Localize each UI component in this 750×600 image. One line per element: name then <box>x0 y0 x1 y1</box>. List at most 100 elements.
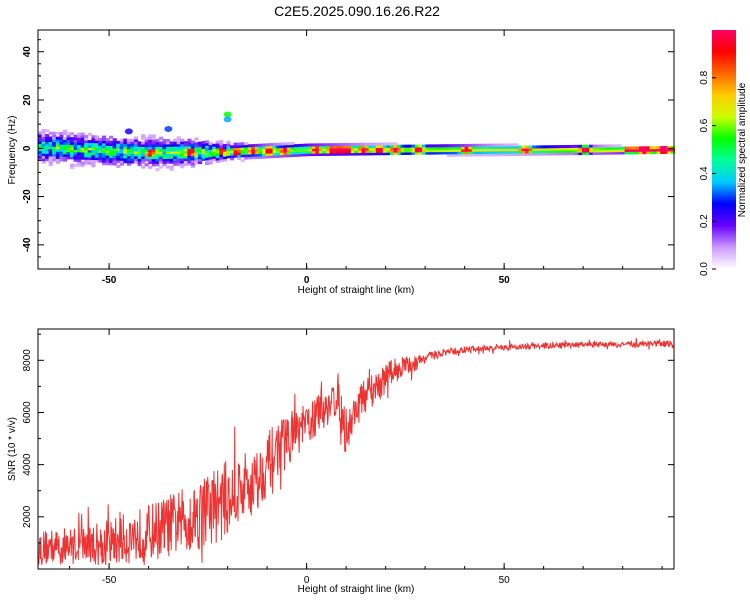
spectrogram-cell <box>453 153 459 157</box>
spectrogram-cell <box>45 153 50 157</box>
spectrogram-cell <box>80 151 85 155</box>
spectrogram-cell <box>567 144 572 148</box>
spectrogram-cell <box>663 146 668 150</box>
spectrogram-cell <box>84 151 89 155</box>
spectrogram-cell <box>315 153 320 157</box>
spectrogram-cell <box>173 138 178 142</box>
spectrogram-cell <box>205 162 210 166</box>
spectrogram-cell <box>73 149 78 153</box>
spectrogram-cell <box>94 145 100 149</box>
spectrogram-cell <box>126 160 132 164</box>
spectrogram-cell <box>55 160 60 164</box>
spectrogram-cell <box>471 151 476 155</box>
spectrogram-cell <box>261 155 267 159</box>
spectrogram-cell <box>229 152 235 156</box>
spectrogram-cell <box>148 139 153 143</box>
spectrogram-cell <box>365 145 370 149</box>
spectrogram-cell <box>105 140 110 144</box>
spectrogram-cell <box>269 147 274 151</box>
spectrogram-cell <box>574 147 580 151</box>
spectrogram-cell <box>333 150 338 154</box>
spectrogram-cell <box>201 141 206 145</box>
spectrogram-cell <box>485 146 491 150</box>
spectrogram-cell <box>187 138 192 142</box>
spectrogram-cell <box>148 158 153 162</box>
spectrogram-cell <box>308 150 313 154</box>
spectrogram-cell <box>155 139 160 143</box>
spectrogram-cell <box>38 150 43 154</box>
spectrogram-cell <box>613 144 619 148</box>
spectrogram-cell <box>350 150 356 154</box>
spectrogram-cell <box>77 132 82 136</box>
spectrogram-cell <box>222 143 228 147</box>
spectrogram-cell <box>41 148 46 152</box>
spectrogram-cell <box>642 146 647 150</box>
spectrogram-cell <box>151 144 156 148</box>
spectrogram-cell <box>52 141 57 145</box>
spectrogram-cell <box>340 143 345 147</box>
spectrogram-cell <box>325 150 331 154</box>
spectrogram-cell <box>176 162 181 166</box>
snr-x-tick-label: 50 <box>499 575 511 586</box>
spectrogram-cell <box>258 155 263 159</box>
spectrogram-cell <box>176 150 181 154</box>
spectrogram-cell <box>190 147 196 151</box>
spectrogram-cell <box>265 148 270 152</box>
spectrogram-cell <box>357 150 363 154</box>
spectrogram-cell <box>500 148 505 152</box>
spectrogram-cell <box>286 149 292 153</box>
spectrogram-cell <box>144 148 149 152</box>
snr-x-label: Height of straight line (km) <box>298 584 415 595</box>
spectrogram-cell <box>102 140 107 144</box>
spectrogram-cell <box>66 134 71 138</box>
spectrogram-cell <box>397 152 402 156</box>
spectrogram-cell <box>624 146 629 150</box>
spectrogram-cell <box>144 143 149 147</box>
spectrogram-cell <box>183 143 188 147</box>
spectrogram-cell <box>48 136 53 140</box>
spectrogram-cell <box>94 157 100 161</box>
spectrogram-cell <box>91 135 96 139</box>
spectrogram-cell <box>471 143 476 147</box>
spectrogram-panel: -50 0 50 40 20 0 -20 -40 Height of straight li… <box>7 29 675 296</box>
spectrogram-cell <box>478 151 484 155</box>
spectrogram-cell <box>571 152 576 156</box>
spectrogram-cell <box>290 151 295 155</box>
spectrogram-cell <box>59 136 64 140</box>
spectrogram-cell <box>148 134 153 138</box>
spectrogram-cell <box>333 147 338 151</box>
spectrogram-cell <box>581 147 587 151</box>
spectrogram-cell <box>52 143 57 147</box>
spectrogram-cell <box>400 144 405 148</box>
spectrogram-cell <box>91 154 96 158</box>
spectrogram-cell <box>357 152 363 156</box>
spectrogram-cell <box>446 148 452 152</box>
spectrogram-cell <box>453 148 459 152</box>
spectrogram-cell <box>439 151 444 155</box>
spectrogram-cell <box>649 151 654 155</box>
spectrogram-cell <box>41 138 46 142</box>
spectrogram-cell <box>55 139 60 143</box>
spectrogram-x-ticks: -50 0 50 <box>69 30 663 286</box>
spectrogram-cell <box>404 151 409 155</box>
spectrogram-cell <box>322 152 327 156</box>
spectrogram-cell <box>180 141 185 145</box>
snr-y-tick-label: 2000 <box>22 505 33 528</box>
spectrogram-cell <box>105 154 110 158</box>
spectrogram-cell <box>254 153 260 157</box>
spectrogram-cell <box>589 151 594 155</box>
spectrogram-cell <box>493 148 498 152</box>
spectrogram-cell <box>165 158 171 162</box>
spectrogram-cell <box>574 144 580 148</box>
spectrogram-cell <box>102 157 107 161</box>
spectrogram-cell <box>272 147 277 151</box>
spectrogram-cell <box>162 153 167 157</box>
spectrogram-cell <box>237 152 242 156</box>
spectrogram-cell <box>290 141 295 145</box>
spectrogram-cell <box>169 146 174 150</box>
spectrogram-cell <box>446 153 452 157</box>
spectrogram-cell <box>201 145 206 149</box>
spectrogram-cell <box>158 136 164 140</box>
spectrogram-cell <box>429 149 434 153</box>
spectrogram-cell <box>542 145 548 149</box>
